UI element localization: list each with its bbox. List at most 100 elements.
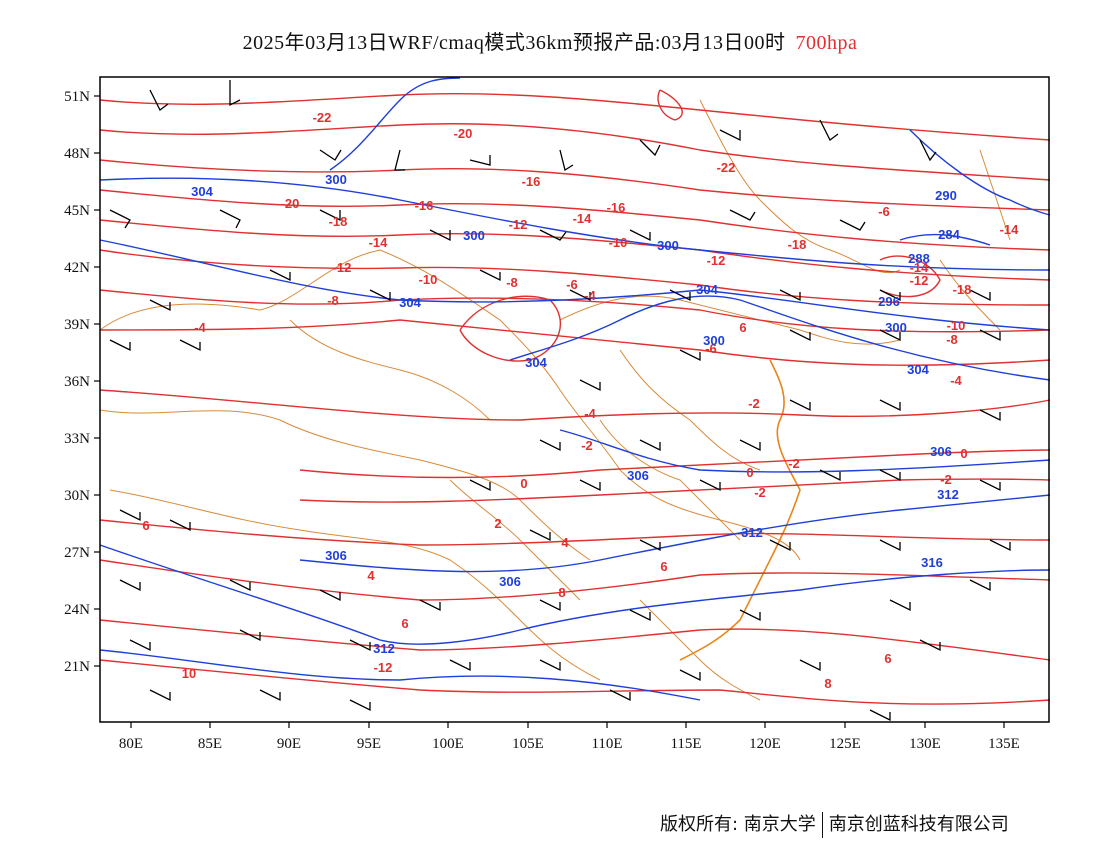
temperature-label: -4 [194,320,206,335]
height-label: 306 [499,574,521,589]
height-label: 312 [373,641,395,656]
lon-label: 80E [119,736,143,752]
temperature-label: -14 [910,260,930,275]
temperature-label: -8 [506,275,518,290]
height-label: 300 [885,320,907,335]
temperature-label: 6 [142,518,149,533]
temperature-label: -2 [940,472,952,487]
temperature-label: 8 [824,676,831,691]
temperature-label: -6 [566,277,578,292]
copyright-owner-1: 版权所有: 南京大学 [660,814,816,835]
title-level: 700hpa [795,32,858,54]
temperature-label: 0 [520,476,527,491]
lon-label: 85E [198,736,222,752]
temperature-isotherms [99,89,1051,705]
height-label: 304 [191,184,213,199]
temperature-label: -20 [281,196,300,211]
temperature-label: -4 [584,406,596,421]
temperature-label: -4 [584,288,596,303]
lat-label: 51N [64,89,90,105]
temperature-label: -16 [607,200,626,215]
height-label: 312 [741,525,763,540]
lon-label: 120E [749,736,781,752]
lat-label: 21N [64,659,90,675]
temperature-label: 4 [367,568,375,583]
map-frame [99,76,1050,723]
temperature-label: -16 [415,198,434,213]
lon-label: 135E [988,736,1020,752]
lon-label: 130E [909,736,941,752]
height-label: 290 [935,188,957,203]
temperature-label: -2 [788,456,800,471]
wind-barbs [109,80,1011,722]
temperature-label: -6 [705,341,717,356]
lat-label: 30N [64,488,90,504]
height-label: 304 [399,295,421,310]
temperature-label: -22 [717,160,736,175]
copyright-divider [821,812,823,838]
temperature-label: -2 [754,485,766,500]
temperature-label: 8 [558,585,565,600]
temperature-label: -12 [333,260,352,275]
temperature-label: -8 [946,332,958,347]
temperature-label: -6 [878,204,890,219]
lat-label: 42N [64,260,90,276]
lat-label: 36N [64,374,90,390]
lat-label: 27N [64,545,90,561]
geopotential-height-contours [99,77,1051,701]
title-main: 2025年03月13日WRF/cmaq模式36km预报产品:03月13日00时 [242,32,786,54]
height-label: 306 [930,444,952,459]
height-label: 300 [703,333,725,348]
lon-label: 90E [277,736,301,752]
temperature-label: 6 [739,320,746,335]
temperature-label: -22 [313,110,332,125]
temperature-label: -12 [374,660,393,675]
copyright-owner-2: 南京创蓝科技有限公司 [828,814,1009,835]
temperature-label: -10 [419,272,438,287]
temperature-label: -16 [522,174,541,189]
height-label: 300 [325,172,347,187]
coastline [679,359,801,661]
temperature-label: -18 [953,282,972,297]
height-label: 300 [657,238,679,253]
axis-ticks [94,95,1005,728]
temperature-label: 6 [660,559,667,574]
lat-label: 24N [64,602,90,618]
height-label: 300 [463,228,485,243]
height-label: 306 [627,468,649,483]
temperature-label: 6 [884,651,891,666]
temperature-label: -18 [788,237,807,252]
lon-label: 125E [829,736,861,752]
height-label: 306 [325,548,347,563]
lat-label: 39N [64,317,90,333]
geographic-borders [99,99,1011,701]
lon-label: 105E [512,736,544,752]
height-label: 304 [696,282,718,297]
temperature-label: -8 [327,293,339,308]
temperature-label: -2 [748,396,760,411]
lat-label: 48N [64,146,90,162]
temperature-label: -18 [329,214,348,229]
height-label: 312 [937,487,959,502]
temperature-label: -20 [454,126,473,141]
height-label: 316 [921,555,943,570]
height-label: 288 [908,251,930,266]
temperature-label: -14 [573,211,593,226]
height-label: 284 [938,227,960,242]
copyright-notice: 版权所有: 南京大学 南京创蓝科技有限公司 [660,810,1009,838]
map-title: 2025年03月13日WRF/cmaq模式36km预报产品:03月13日00时 7… [0,26,1100,55]
lon-label: 110E [591,736,622,752]
temperature-label: -10 [947,318,966,333]
temperature-label: -12 [910,273,929,288]
lon-label: 95E [357,736,381,752]
temperature-label: -2 [581,438,593,453]
temperature-label: 4 [561,535,569,550]
height-label: 296 [878,294,900,309]
temperature-label: -12 [707,253,726,268]
temperature-label: -12 [509,217,528,232]
lon-label: 115E [670,736,701,752]
lat-label: 45N [64,203,90,219]
temperature-label: 0 [746,465,753,480]
temperature-label: -10 [609,235,628,250]
